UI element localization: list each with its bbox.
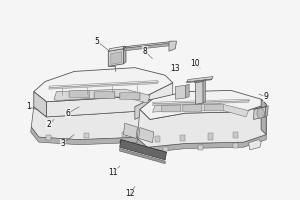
Polygon shape: [120, 148, 165, 164]
Polygon shape: [122, 132, 127, 137]
Polygon shape: [120, 140, 166, 160]
Polygon shape: [198, 145, 203, 150]
Polygon shape: [137, 104, 266, 147]
Polygon shape: [187, 76, 213, 82]
Polygon shape: [196, 82, 203, 104]
Text: 5: 5: [94, 37, 99, 46]
Polygon shape: [183, 105, 202, 111]
Polygon shape: [257, 108, 265, 118]
Polygon shape: [108, 46, 125, 51]
Polygon shape: [180, 135, 185, 141]
Polygon shape: [120, 140, 166, 155]
Polygon shape: [31, 98, 173, 140]
Polygon shape: [261, 99, 266, 135]
Text: 3: 3: [60, 139, 65, 148]
Text: 12: 12: [125, 189, 134, 198]
Polygon shape: [204, 104, 223, 111]
Text: 6: 6: [65, 109, 70, 118]
Polygon shape: [124, 47, 126, 64]
Polygon shape: [248, 140, 261, 150]
Polygon shape: [34, 92, 46, 117]
Polygon shape: [152, 99, 250, 104]
Text: 13: 13: [170, 64, 180, 73]
Polygon shape: [152, 104, 248, 117]
Text: 1: 1: [26, 102, 31, 111]
Polygon shape: [49, 82, 158, 89]
Polygon shape: [185, 84, 189, 98]
Text: 2: 2: [46, 120, 51, 129]
Polygon shape: [175, 85, 185, 99]
Polygon shape: [208, 133, 213, 140]
Text: 8: 8: [142, 47, 147, 56]
Polygon shape: [170, 42, 173, 46]
Polygon shape: [152, 101, 248, 105]
Polygon shape: [163, 147, 168, 151]
Polygon shape: [46, 83, 173, 117]
Polygon shape: [233, 132, 238, 138]
Polygon shape: [46, 135, 52, 140]
Polygon shape: [69, 90, 89, 98]
Polygon shape: [54, 89, 150, 103]
Polygon shape: [111, 52, 122, 64]
Polygon shape: [94, 91, 115, 99]
Polygon shape: [125, 43, 170, 51]
Polygon shape: [49, 81, 159, 88]
Text: 10: 10: [191, 59, 200, 68]
Polygon shape: [139, 128, 154, 143]
Polygon shape: [31, 127, 170, 145]
Polygon shape: [34, 68, 173, 102]
Polygon shape: [203, 80, 206, 103]
Polygon shape: [265, 106, 268, 117]
Polygon shape: [125, 42, 173, 48]
Polygon shape: [254, 106, 266, 109]
Polygon shape: [233, 143, 238, 148]
Polygon shape: [155, 136, 160, 142]
Polygon shape: [124, 123, 137, 138]
Polygon shape: [135, 99, 150, 119]
Polygon shape: [135, 99, 185, 119]
Text: 11: 11: [109, 168, 118, 177]
Polygon shape: [137, 135, 266, 153]
Polygon shape: [84, 133, 89, 138]
Polygon shape: [140, 90, 266, 119]
Polygon shape: [187, 79, 212, 83]
Polygon shape: [254, 107, 266, 119]
Polygon shape: [169, 41, 176, 51]
Polygon shape: [108, 49, 124, 66]
Text: 9: 9: [264, 92, 269, 101]
Polygon shape: [120, 92, 140, 100]
Polygon shape: [194, 79, 206, 83]
Polygon shape: [161, 105, 180, 112]
